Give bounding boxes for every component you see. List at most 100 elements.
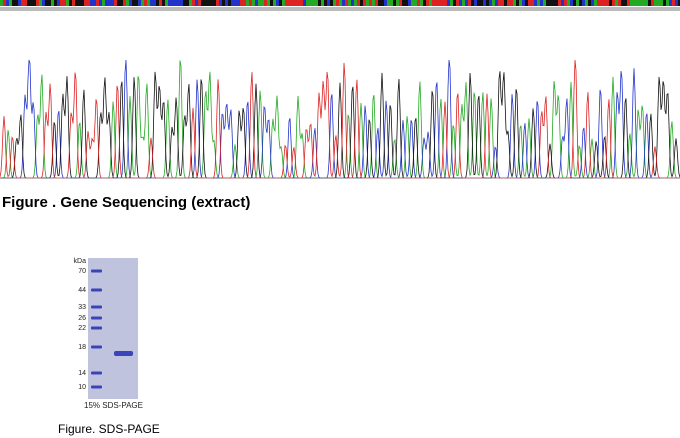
base-cell (276, 0, 279, 6)
base-cell (0, 0, 3, 6)
base-cell (216, 0, 219, 6)
base-cell (36, 0, 39, 6)
base-cell (351, 0, 354, 6)
base-cell (273, 0, 276, 6)
base-cell (492, 0, 495, 6)
base-cell (3, 0, 6, 6)
base-cell (573, 0, 576, 6)
base-cell (522, 0, 525, 6)
base-cell (675, 0, 678, 6)
base-cell (519, 0, 522, 6)
base-cell (138, 0, 141, 6)
base-cell (459, 0, 462, 6)
marker-band (91, 385, 102, 389)
base-cell (135, 0, 138, 6)
base-cell (624, 0, 627, 6)
base-cell (525, 0, 528, 6)
base-cell (405, 0, 408, 6)
base-cell (6, 0, 9, 6)
base-cell (48, 0, 51, 6)
base-cell (555, 0, 558, 6)
base-cell (453, 0, 456, 6)
marker-band (91, 371, 102, 375)
base-cell (204, 0, 207, 6)
chromatogram (0, 59, 680, 179)
marker-band (91, 288, 102, 292)
base-cell (486, 0, 489, 6)
base-cell (336, 0, 339, 6)
base-cell (30, 0, 33, 6)
base-cell (408, 0, 411, 6)
gel-label: 15% SDS-PAGE (84, 401, 143, 410)
marker-label: 14 (78, 370, 86, 377)
base-cell (537, 0, 540, 6)
base-cell (66, 0, 69, 6)
base-cell (516, 0, 519, 6)
marker-label: 22 (78, 325, 86, 332)
base-cell (540, 0, 543, 6)
base-cell (99, 0, 102, 6)
base-cell (210, 0, 213, 6)
base-cell (600, 0, 603, 6)
marker-label: 44 (78, 287, 86, 294)
base-cell (222, 0, 225, 6)
base-cell (597, 0, 600, 6)
base-cell (147, 0, 150, 6)
base-cell (267, 0, 270, 6)
base-cell (420, 0, 423, 6)
base-cell (345, 0, 348, 6)
base-cell (75, 0, 78, 6)
base-cell (186, 0, 189, 6)
base-cell (489, 0, 492, 6)
base-cell (531, 0, 534, 6)
base-cell (483, 0, 486, 6)
base-cell (594, 0, 597, 6)
base-cell (300, 0, 303, 6)
base-cell (465, 0, 468, 6)
base-cell (21, 0, 24, 6)
base-cell (567, 0, 570, 6)
base-cell (447, 0, 450, 6)
base-cell (561, 0, 564, 6)
base-cell (252, 0, 255, 6)
base-cell (60, 0, 63, 6)
base-cell (246, 0, 249, 6)
base-cell (69, 0, 72, 6)
base-cell (393, 0, 396, 6)
base-cell (678, 0, 680, 6)
base-cell (174, 0, 177, 6)
base-cell (315, 0, 318, 6)
base-cell (78, 0, 81, 6)
base-cell (309, 0, 312, 6)
base-cell (654, 0, 657, 6)
base-cell (375, 0, 378, 6)
base-cell (192, 0, 195, 6)
base-cell (411, 0, 414, 6)
base-cell (477, 0, 480, 6)
base-cell (636, 0, 639, 6)
base-cell (288, 0, 291, 6)
base-cell (585, 0, 588, 6)
base-cell (171, 0, 174, 6)
base-cell (633, 0, 636, 6)
base-cell (669, 0, 672, 6)
base-cell (63, 0, 66, 6)
base-cell (501, 0, 504, 6)
base-cell (255, 0, 258, 6)
base-cell (306, 0, 309, 6)
base-cell (657, 0, 660, 6)
base-cell (429, 0, 432, 6)
base-cell (528, 0, 531, 6)
base-cell (387, 0, 390, 6)
base-cell (372, 0, 375, 6)
base-cell (666, 0, 669, 6)
base-cell (441, 0, 444, 6)
base-cell (438, 0, 441, 6)
base-cell (12, 0, 15, 6)
base-cell (318, 0, 321, 6)
base-cell (507, 0, 510, 6)
base-cell (132, 0, 135, 6)
base-cell (297, 0, 300, 6)
base-cell (414, 0, 417, 6)
base-cell (237, 0, 240, 6)
